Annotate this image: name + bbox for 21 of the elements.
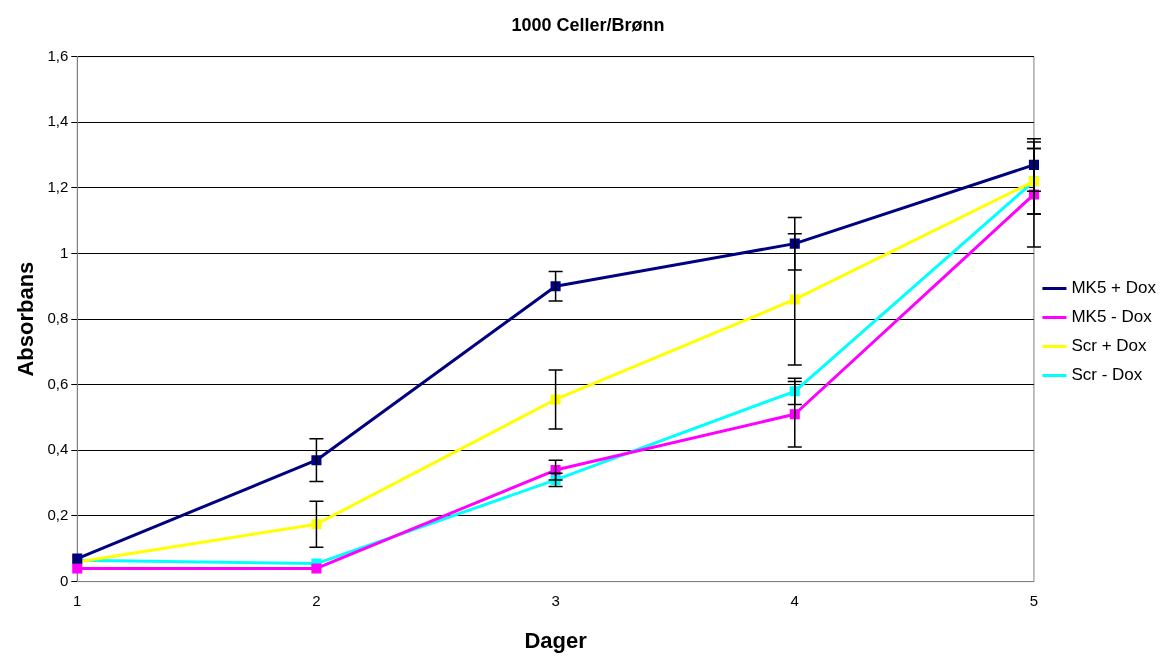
x-tick-label: 4 bbox=[790, 591, 799, 609]
x-tick-label: 2 bbox=[312, 591, 321, 609]
x-tick-label: 3 bbox=[551, 591, 560, 609]
y-tick-label: 0 bbox=[59, 571, 69, 589]
y-tick-label: 1,2 bbox=[47, 177, 69, 195]
legend-label: Scr + Dox bbox=[1071, 336, 1148, 356]
x-tick-label: 5 bbox=[1029, 591, 1039, 609]
chart-title: 1000 Celler/Brønn bbox=[511, 14, 665, 35]
x-tick-label: 1 bbox=[73, 591, 82, 609]
legend-label: Scr - Dox bbox=[1071, 365, 1143, 385]
legend-label: MK5 - Dox bbox=[1071, 307, 1153, 327]
y-tick-label: 1,6 bbox=[47, 46, 69, 64]
y-tick-label: 1 bbox=[59, 243, 69, 261]
legend-label: MK5 + Dox bbox=[1071, 278, 1157, 298]
y-tick-label: 0,4 bbox=[47, 440, 69, 458]
y-axis-title: Absorbans bbox=[13, 261, 39, 377]
x-axis-title: Dager bbox=[524, 627, 588, 653]
y-tick-label: 0,6 bbox=[47, 374, 69, 392]
y-tick-label: 0,2 bbox=[47, 506, 69, 524]
y-tick-label: 0,8 bbox=[47, 309, 69, 327]
y-tick-label: 1,4 bbox=[47, 112, 69, 130]
